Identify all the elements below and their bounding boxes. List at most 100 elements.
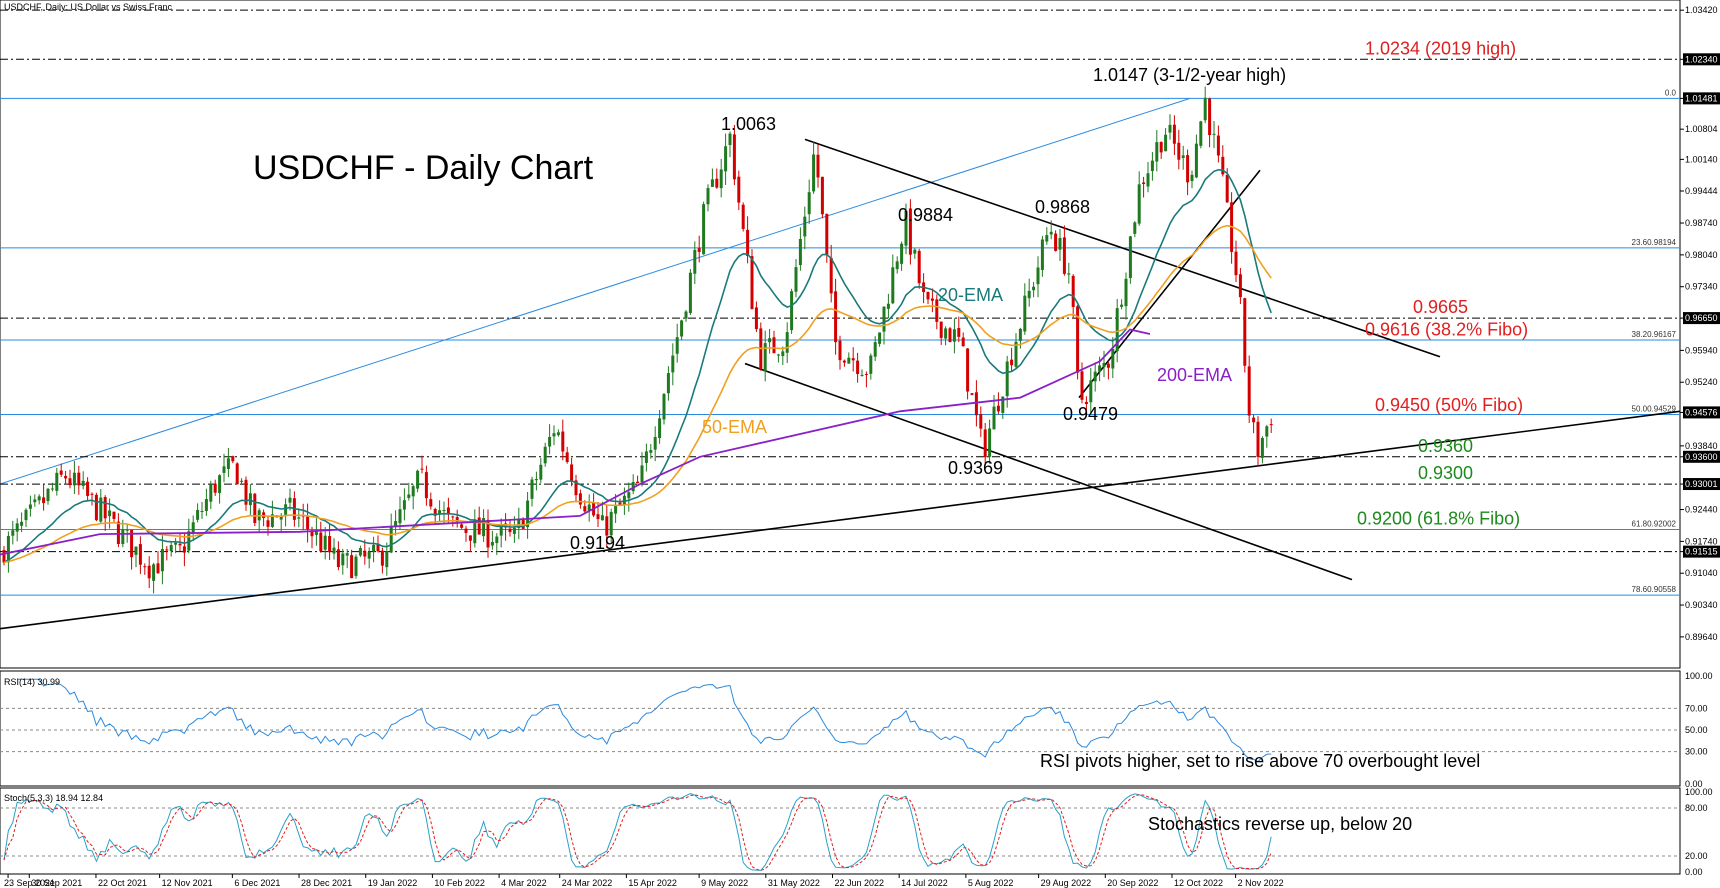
candle-body [816,154,820,178]
candle-body [310,531,314,537]
candle-body [323,535,327,550]
candle-body [512,527,516,534]
candle-body [1212,133,1216,135]
candle-body [350,555,354,579]
candle-body [1269,424,1273,426]
candle-body [297,517,301,519]
candle-body [1054,233,1058,251]
candle-body [209,484,213,502]
candle-body [1181,155,1185,158]
candle-body [561,431,565,452]
candle-body [24,509,28,521]
candle-body [719,169,723,189]
candle-body [530,479,534,499]
candle-body [1040,239,1044,270]
date-label: 9 May 2022 [701,878,748,888]
candle-body [644,451,648,464]
price-highlight [1683,478,1720,491]
candle-body [1225,174,1229,203]
candle-body [1027,290,1031,299]
candle-body [385,551,389,568]
candle-body [94,494,98,521]
candle-body [574,480,578,496]
price-label-highlight: 1.01481 [1685,93,1718,103]
price-label: 0.91740 [1685,536,1718,546]
candle-body [90,493,94,495]
price-label-highlight: 0.94576 [1685,407,1718,417]
candle-body [746,229,750,256]
candle-body [218,475,222,494]
candle-body [790,291,794,331]
candle-body [156,563,160,574]
candle-body [363,550,367,557]
candle-body [200,510,204,512]
rsi-level-label: 50.00 [1685,725,1708,735]
candle-body [847,357,851,364]
candle-body [728,133,732,146]
price-label: 0.89640 [1685,632,1718,642]
candle-body [856,360,860,374]
candle-body [46,488,50,501]
candle-body [724,146,728,172]
candle-body [1120,304,1124,307]
candle-body [966,348,970,392]
swing-label: 0.9884 [898,205,953,225]
candle-body [952,329,956,342]
candle-body [776,354,780,356]
candle-body [851,358,855,361]
candle-body [702,204,706,255]
candle-body [411,486,415,497]
candle-body [358,548,362,556]
candle-body [631,482,635,492]
candle-body [1260,437,1264,458]
candle-body [1256,421,1260,457]
candle-body [873,342,877,357]
candle-body [429,499,433,507]
candle-body [1067,273,1071,275]
date-label: 28 Dec 2021 [301,878,352,888]
candle-body [842,360,846,363]
date-label: 2 Nov 2022 [1238,878,1284,888]
candle-body [182,546,186,553]
candle-body [160,548,164,572]
stoch-panel-frame [0,787,1681,875]
stoch-level-label: 80.00 [1685,803,1708,813]
candle-body [697,248,701,252]
candle-body [336,549,340,568]
date-label: 30 Sep 2021 [31,878,82,888]
stoch-level-label: 100.00 [1685,787,1713,797]
candle-body [1146,173,1150,187]
candle-body [420,468,424,470]
ema20-line [3,168,1272,564]
candle-body [675,337,679,354]
candle-body [482,518,486,537]
candle-body [477,517,481,535]
candle-body [169,545,173,552]
candle-body [1247,366,1251,416]
price-highlight [1683,545,1720,558]
candle-body [499,525,503,536]
candle-body [288,497,292,503]
price-highlight [1683,312,1720,325]
candle-body [1190,174,1194,182]
candle-body [1194,143,1198,178]
candle-body [609,511,613,536]
candle-body [1133,222,1137,234]
price-label-highlight: 1.02340 [1685,54,1718,64]
candle-body [68,478,72,486]
level-label: 1.0234 (2019 high) [1365,38,1516,58]
candle-body [108,510,112,517]
candle-body [1142,182,1146,185]
candle-body [649,450,653,453]
candle-body [596,514,600,520]
candle-body [891,267,895,304]
candle-body [671,355,675,373]
price-label: 0.97340 [1685,282,1718,292]
candle-body [939,321,943,338]
candle-body [112,511,116,519]
candle-body [900,243,904,264]
candle-body [614,505,618,514]
candle-body [913,249,917,254]
candle-body [37,496,41,501]
candle-body [974,392,978,416]
